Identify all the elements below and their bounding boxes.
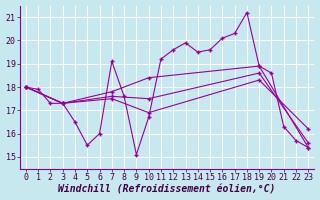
X-axis label: Windchill (Refroidissement éolien,°C): Windchill (Refroidissement éolien,°C): [58, 184, 276, 194]
